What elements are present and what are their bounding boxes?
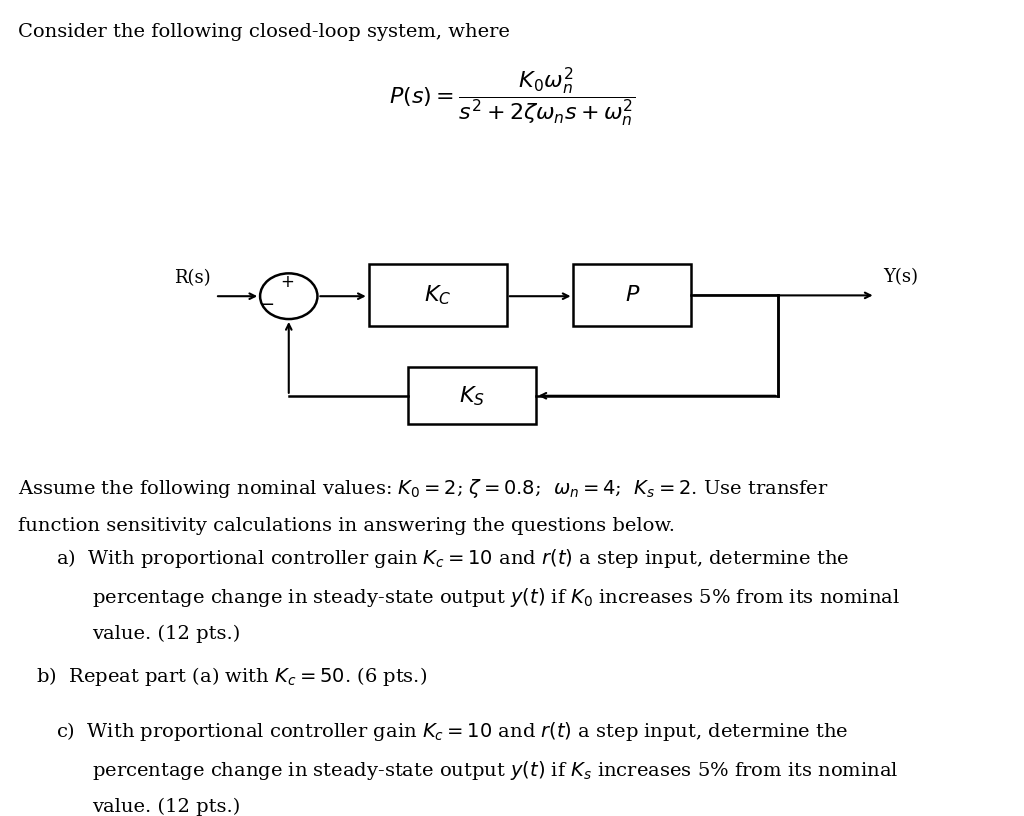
Text: a)  With proportional controller gain $K_c = 10$ and $r(t)$ a step input, determ: a) With proportional controller gain $K_… [56, 547, 850, 570]
Bar [369, 264, 507, 326]
Text: percentage change in steady-state output $y(t)$ if $K_s$ increases 5% from its n: percentage change in steady-state output… [92, 759, 898, 782]
Text: $K_C$: $K_C$ [424, 284, 452, 307]
Text: Y(s): Y(s) [883, 268, 918, 286]
Text: value. (12 pts.): value. (12 pts.) [92, 798, 241, 816]
Text: $-$: $-$ [259, 294, 273, 312]
Text: $K_S$: $K_S$ [459, 384, 484, 407]
Text: value. (12 pts.): value. (12 pts.) [92, 625, 241, 643]
Bar [573, 264, 691, 326]
Text: $P$: $P$ [625, 285, 640, 306]
Text: Consider the following closed-loop system, where: Consider the following closed-loop syste… [18, 23, 510, 41]
Text: $P(s) = \dfrac{K_0\omega_n^2}{s^2 + 2\zeta\omega_n s + \omega_n^2}$: $P(s) = \dfrac{K_0\omega_n^2}{s^2 + 2\ze… [389, 65, 635, 129]
Bar [408, 367, 536, 424]
Text: R(s): R(s) [174, 269, 211, 287]
Text: $+$: $+$ [280, 274, 294, 290]
Text: b)  Repeat part (a) with $K_c = 50$. (6 pts.): b) Repeat part (a) with $K_c = 50$. (6 p… [36, 665, 427, 688]
Text: Assume the following nominal values: $K_0 = 2$; $\zeta = 0.8$;  $\omega_n = 4$; : Assume the following nominal values: $K_… [18, 477, 829, 500]
Text: percentage change in steady-state output $y(t)$ if $K_0$ increases 5% from its n: percentage change in steady-state output… [92, 586, 900, 609]
Text: function sensitivity calculations in answering the questions below.: function sensitivity calculations in ans… [18, 517, 676, 534]
Text: c)  With proportional controller gain $K_c = 10$ and $r(t)$ a step input, determ: c) With proportional controller gain $K_… [56, 720, 849, 743]
